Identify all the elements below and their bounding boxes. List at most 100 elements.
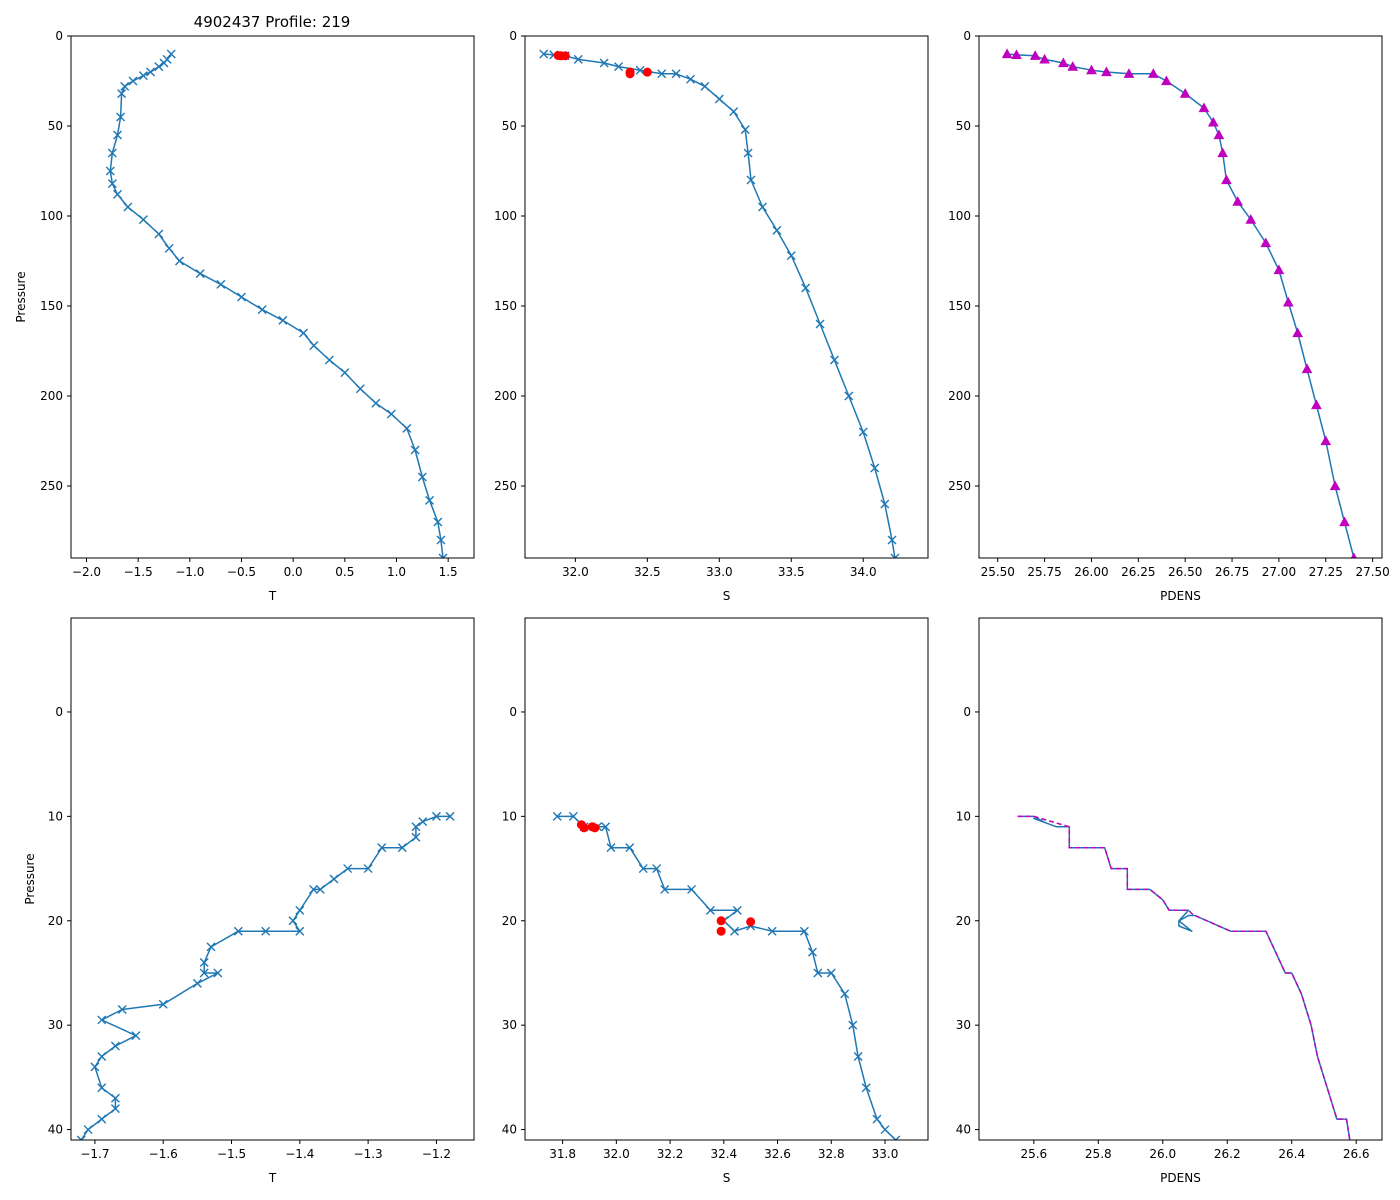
data-point bbox=[128, 76, 138, 86]
marker-stroke bbox=[829, 355, 839, 365]
data-point bbox=[686, 74, 696, 84]
data-point bbox=[1329, 480, 1341, 491]
flagged-point bbox=[746, 917, 756, 927]
data-point bbox=[445, 811, 455, 821]
axes-frame bbox=[70, 35, 475, 559]
data-point bbox=[891, 1135, 901, 1140]
marker-stroke bbox=[880, 499, 890, 509]
y-tick-label: 250 bbox=[40, 479, 63, 493]
y-tick-label: 100 bbox=[494, 209, 517, 223]
flagged-point bbox=[716, 916, 726, 926]
x-axis-label: S bbox=[723, 1171, 731, 1185]
y-tick-label: 50 bbox=[48, 119, 63, 133]
data-point bbox=[83, 1125, 93, 1135]
data-point bbox=[213, 968, 223, 978]
marker-stroke bbox=[166, 49, 176, 59]
y-axis-label: Pressure bbox=[23, 853, 37, 904]
x-tick-label: 26.0 bbox=[1149, 1147, 1176, 1161]
x-tick-label: 26.6 bbox=[1343, 1147, 1370, 1161]
data-point bbox=[97, 1015, 107, 1025]
data-point bbox=[858, 427, 868, 437]
marker-stroke bbox=[199, 958, 209, 968]
marker-stroke bbox=[894, 1135, 901, 1140]
marker-stroke bbox=[113, 189, 122, 199]
y-tick-label: 30 bbox=[502, 1018, 517, 1032]
marker-stroke bbox=[445, 811, 455, 821]
x-axis-label: PDENS bbox=[1160, 589, 1201, 603]
marker-stroke bbox=[614, 62, 624, 72]
marker-stroke bbox=[80, 1135, 86, 1140]
x-tick-label: 33.0 bbox=[872, 1147, 899, 1161]
subplot-p4: −1.7 −1.6 −1.5 −1.4 −1.3 −1.2 0 10 20 30 40 T Pressu… bbox=[23, 617, 475, 1185]
marker-stroke bbox=[131, 1031, 141, 1041]
y-tick-label: 40 bbox=[502, 1123, 517, 1137]
marker-stroke bbox=[815, 319, 825, 329]
data-point bbox=[123, 202, 133, 212]
data-point bbox=[568, 811, 578, 821]
axes-frame bbox=[524, 617, 929, 1141]
data-point bbox=[732, 905, 742, 915]
y-tick-label: 0 bbox=[963, 29, 971, 43]
data-point bbox=[1221, 174, 1232, 185]
y-tick-label: 0 bbox=[509, 29, 517, 43]
marker-stroke bbox=[110, 1041, 120, 1051]
data-point bbox=[315, 884, 325, 894]
axes-frame bbox=[978, 617, 1383, 1141]
data-point bbox=[730, 926, 740, 936]
series-line bbox=[543, 53, 896, 558]
data-point bbox=[288, 916, 298, 926]
x-tick-label: 26.50 bbox=[1168, 565, 1202, 579]
y-tick-label: 250 bbox=[948, 479, 971, 493]
y-tick-label: 100 bbox=[948, 209, 971, 223]
data-point bbox=[1198, 102, 1210, 113]
y-tick-label: 150 bbox=[494, 299, 517, 313]
marker-stroke bbox=[411, 822, 421, 832]
marker-stroke bbox=[552, 811, 562, 821]
x-tick-label: 33.5 bbox=[778, 565, 805, 579]
marker-stroke bbox=[117, 89, 127, 99]
marker-stroke bbox=[146, 67, 156, 77]
data-point bbox=[299, 328, 308, 338]
data-point bbox=[1320, 435, 1332, 446]
marker-stroke bbox=[90, 1062, 100, 1072]
marker-stroke bbox=[386, 409, 396, 419]
marker-stroke bbox=[105, 166, 115, 176]
marker-stroke bbox=[397, 843, 407, 853]
data-point bbox=[90, 1062, 100, 1072]
data-point bbox=[1147, 68, 1159, 78]
x-tick-label: 26.4 bbox=[1278, 1147, 1305, 1161]
marker-stroke bbox=[606, 843, 616, 853]
x-tick-label: 26.00 bbox=[1074, 565, 1108, 579]
marker-stroke bbox=[377, 843, 387, 853]
marker-stroke bbox=[83, 1125, 93, 1135]
marker-stroke bbox=[893, 553, 900, 558]
data-point bbox=[840, 989, 850, 999]
x-tick-label: 27.25 bbox=[1309, 565, 1343, 579]
data-point bbox=[687, 884, 697, 894]
x-tick-label: −1.3 bbox=[354, 1147, 383, 1161]
x-tick-label: 32.6 bbox=[764, 1147, 791, 1161]
data-point bbox=[671, 69, 681, 79]
data-point bbox=[237, 292, 246, 302]
y-tick-label: 10 bbox=[502, 809, 517, 823]
subplot-p5: 31.8 32.0 32.2 32.4 32.6 32.8 33.0 0 10 20 30 40 S bbox=[502, 617, 929, 1185]
x-tick-label: 32.8 bbox=[818, 1147, 845, 1161]
marker-stroke bbox=[192, 978, 202, 988]
data-point bbox=[295, 926, 305, 936]
data-point bbox=[386, 409, 396, 419]
data-point bbox=[355, 384, 365, 394]
y-tick-label: 0 bbox=[963, 705, 971, 719]
marker-stroke bbox=[329, 874, 339, 884]
marker-stroke bbox=[743, 148, 753, 158]
marker-stroke bbox=[363, 864, 373, 874]
marker-stroke bbox=[625, 843, 635, 853]
data-point bbox=[539, 49, 549, 59]
marker-stroke bbox=[123, 202, 133, 212]
data-point bbox=[257, 305, 267, 315]
marker-stroke bbox=[128, 76, 138, 86]
marker-stroke bbox=[138, 215, 148, 225]
data-point bbox=[807, 947, 817, 957]
data-point bbox=[138, 215, 148, 225]
marker-stroke bbox=[732, 905, 742, 915]
data-point bbox=[1213, 129, 1225, 140]
